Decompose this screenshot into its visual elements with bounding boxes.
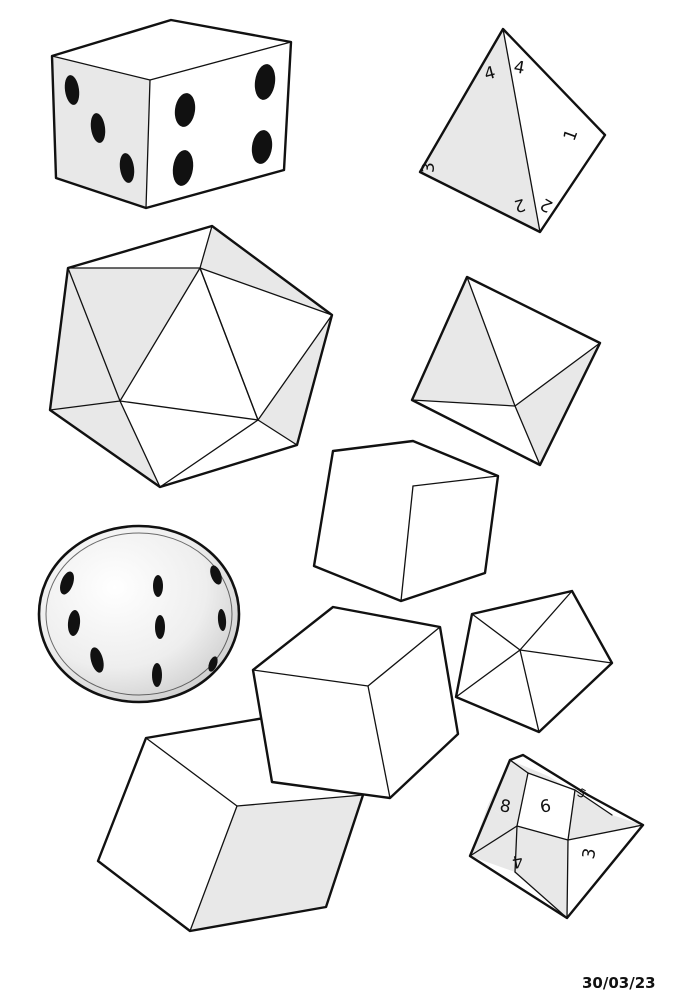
d4-die: 4 4 1 3 2 2 (418, 27, 607, 234)
d8-number: 6 (539, 796, 553, 818)
d10-die (312, 439, 500, 603)
d8-number: 3 (579, 847, 601, 861)
d12-pentagon-die (454, 589, 614, 734)
d6-pip-die (50, 18, 293, 210)
d8-number: 8 (498, 796, 512, 818)
d20-die (48, 224, 334, 489)
d4-number: 2 (512, 194, 528, 216)
d8-number: 4 (510, 850, 524, 872)
d8-octahedron-die (410, 275, 602, 467)
middle-cube-die (251, 605, 460, 800)
d8-numbered-die: 8 6 3 4 5 (468, 753, 645, 920)
d6-pips (64, 64, 276, 186)
date-label: 30/03/23 (582, 974, 656, 992)
d4-number: 3 (419, 162, 439, 173)
spherical-die (37, 524, 241, 704)
d4-number: 4 (512, 57, 526, 79)
sphere-pips (60, 565, 227, 687)
d4-number: 4 (482, 63, 498, 85)
